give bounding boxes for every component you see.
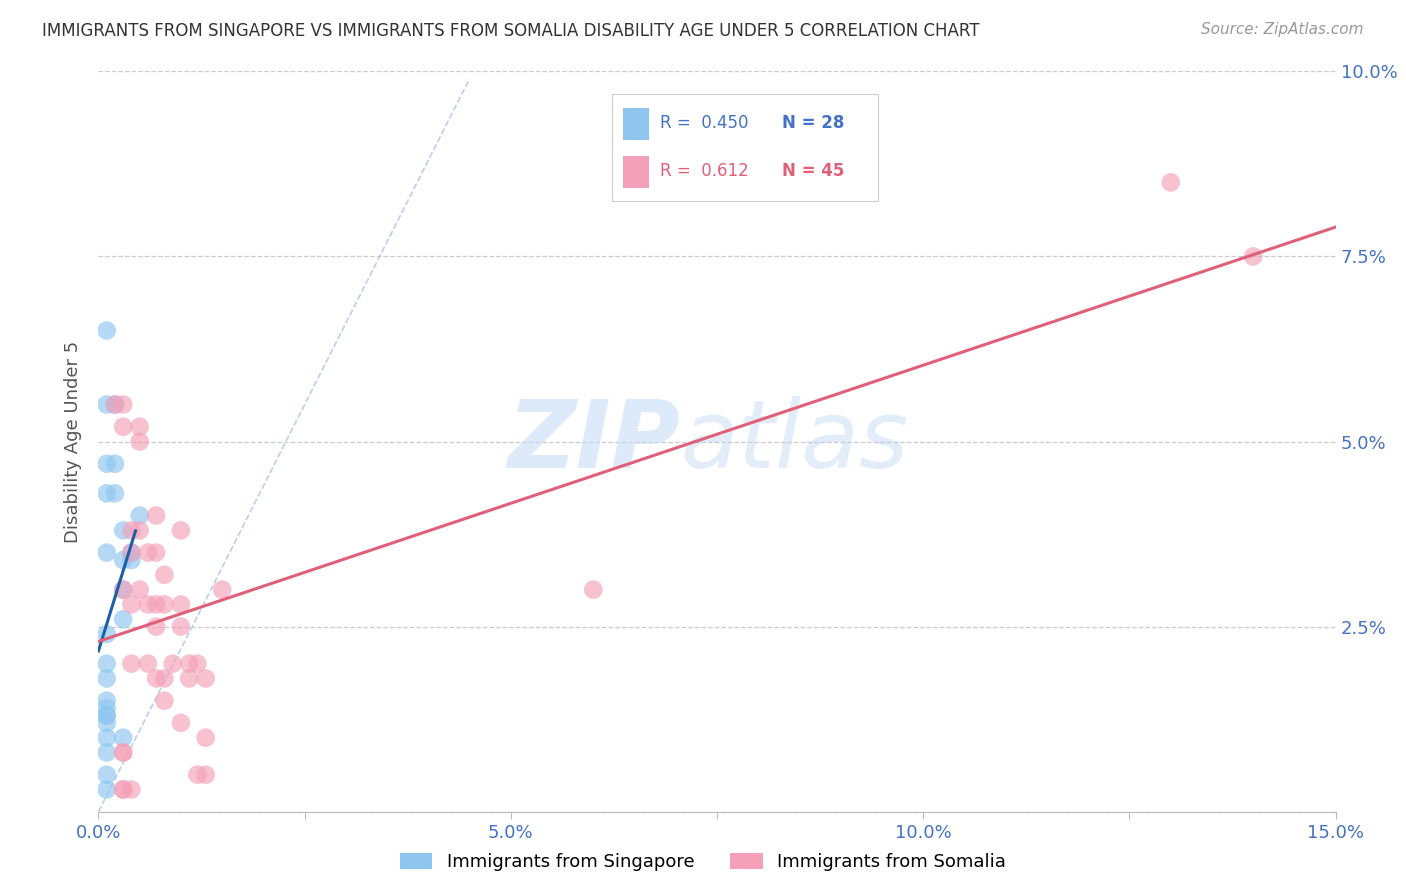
Point (112, 782, 135, 797)
Point (128, 508, 150, 523)
Point (96, 782, 118, 797)
Point (96, 767, 118, 781)
Point (162, 657, 184, 671)
Point (112, 419, 135, 434)
Point (153, 598, 176, 612)
Point (1160, 175, 1182, 190)
Point (104, 457, 127, 471)
Point (136, 598, 159, 612)
Text: ZIP: ZIP (508, 395, 681, 488)
Point (104, 398, 127, 412)
Point (179, 657, 201, 671)
Point (153, 567, 176, 582)
Point (112, 553, 135, 567)
Point (112, 524, 135, 538)
Point (96, 731, 118, 745)
Point (145, 598, 167, 612)
Point (186, 657, 208, 671)
Text: atlas: atlas (681, 396, 908, 487)
Legend: Immigrants from Singapore, Immigrants from Somalia: Immigrants from Singapore, Immigrants fr… (392, 846, 1014, 879)
Point (96, 657, 118, 671)
Point (153, 694, 176, 708)
Point (96, 715, 118, 730)
Point (96, 746, 118, 760)
Point (128, 524, 150, 538)
Point (153, 672, 176, 686)
Point (170, 619, 193, 633)
Point (96, 701, 118, 715)
Point (145, 508, 167, 523)
Point (136, 657, 159, 671)
Point (112, 398, 135, 412)
Point (120, 598, 142, 612)
Point (194, 767, 217, 781)
Point (96, 708, 118, 723)
Point (170, 598, 193, 612)
Point (96, 627, 118, 641)
Point (112, 582, 135, 597)
Point (128, 419, 150, 434)
Point (112, 612, 135, 626)
Point (96, 398, 118, 412)
Point (120, 657, 142, 671)
Point (112, 746, 135, 760)
Point (170, 715, 193, 730)
Point (194, 731, 217, 745)
Text: IMMIGRANTS FROM SINGAPORE VS IMMIGRANTS FROM SOMALIA DISABILITY AGE UNDER 5 CORR: IMMIGRANTS FROM SINGAPORE VS IMMIGRANTS … (42, 22, 980, 40)
Point (120, 782, 142, 797)
Point (104, 398, 127, 412)
Point (104, 486, 127, 500)
Point (186, 767, 208, 781)
Point (96, 672, 118, 686)
Point (170, 524, 193, 538)
Point (120, 545, 142, 560)
Point (112, 731, 135, 745)
Point (145, 545, 167, 560)
Point (136, 545, 159, 560)
Point (128, 434, 150, 449)
Point (120, 553, 142, 567)
Point (96, 457, 118, 471)
Point (179, 672, 201, 686)
Point (96, 545, 118, 560)
Point (112, 782, 135, 797)
Point (96, 486, 118, 500)
Point (96, 708, 118, 723)
Point (211, 582, 233, 597)
Point (1241, 250, 1264, 264)
Point (582, 582, 605, 597)
Point (112, 582, 135, 597)
Point (96, 694, 118, 708)
Point (120, 524, 142, 538)
Point (145, 619, 167, 633)
Point (145, 672, 167, 686)
Point (128, 582, 150, 597)
Point (194, 672, 217, 686)
Point (96, 324, 118, 338)
Point (112, 746, 135, 760)
Point (120, 545, 142, 560)
Text: Source: ZipAtlas.com: Source: ZipAtlas.com (1201, 22, 1364, 37)
Y-axis label: Disability Age Under 5: Disability Age Under 5 (65, 341, 83, 542)
